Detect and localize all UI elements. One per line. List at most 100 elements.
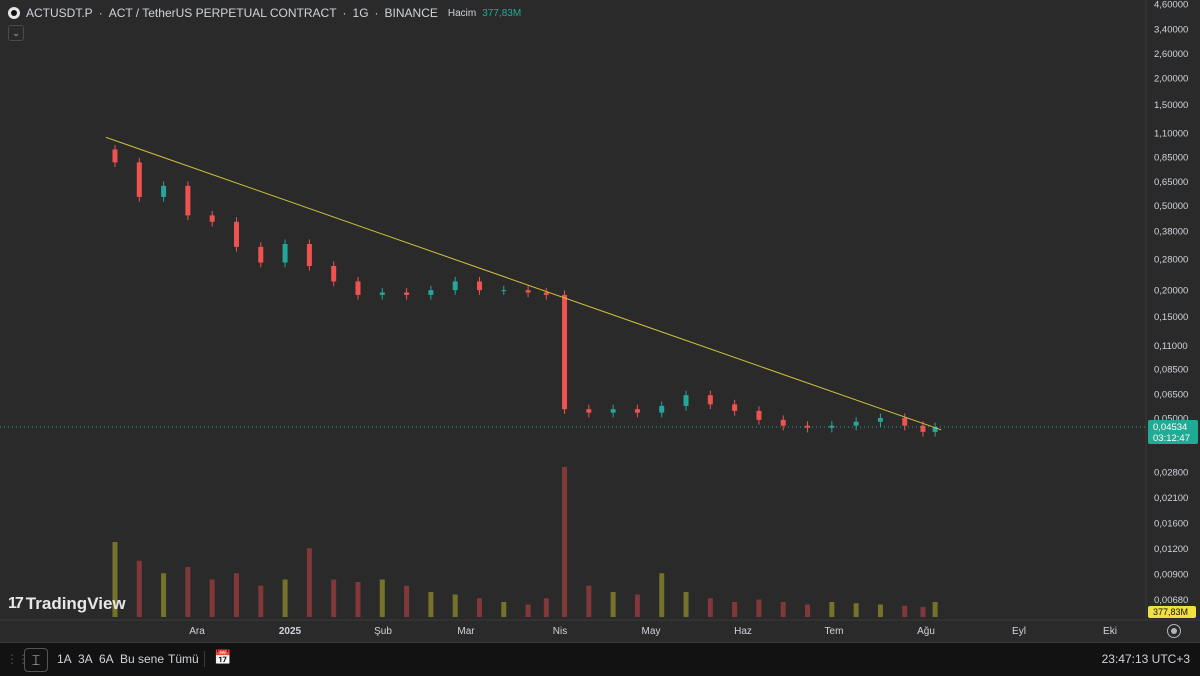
volume-bar <box>209 579 215 617</box>
time-axis-label: Eyl <box>1012 626 1026 637</box>
time-axis-label: 2025 <box>279 626 302 637</box>
volume-bar <box>902 605 908 617</box>
candle-body <box>476 281 482 291</box>
current-price-value: 0,04534 <box>1153 422 1187 433</box>
price-axis-label: 0,65000 <box>1154 177 1188 188</box>
collapse-legend-button[interactable]: ⌄ <box>8 25 24 41</box>
chart-canvas[interactable]: 4,60000 3,40000 2,60000 2,00000 1,50000 1,100… <box>0 0 1200 642</box>
price-axis-label: 2,60000 <box>1154 49 1188 60</box>
volume-bar <box>355 582 361 617</box>
volume-bar <box>853 603 859 617</box>
time-axis-label: Eki <box>1103 626 1117 637</box>
tradingview-logo[interactable]: 17 TradingView <box>8 594 126 614</box>
trend-line[interactable] <box>105 136 942 431</box>
volume-bar <box>932 602 938 617</box>
volume-bar <box>707 598 713 617</box>
symbol-header[interactable]: ACTUSDT.P · ACT / TetherUS PERPETUAL CON… <box>8 4 521 22</box>
candle-body <box>404 292 410 295</box>
exchange-label: BINANCE <box>384 6 438 20</box>
price-axis-label: 1,50000 <box>1154 100 1188 111</box>
volume-bar <box>543 598 549 617</box>
candle-body <box>634 409 640 413</box>
volume-bar <box>877 604 883 617</box>
price-axis-label: 0,01600 <box>1154 519 1188 530</box>
price-axis-label: 0,85000 <box>1154 152 1188 163</box>
volume-label[interactable]: Hacim <box>447 7 477 19</box>
interval-label[interactable]: 1G <box>352 6 369 20</box>
bottom-toolbar: ⋮⋮ ⌶ 1A 3A 6A Bu sene Tümü 📅 23:47:13 UT… <box>0 642 1200 676</box>
date-range-icon[interactable]: 📅 <box>214 649 232 665</box>
candle-body <box>501 290 507 292</box>
range-ytd-button[interactable]: Bu sene <box>120 652 165 666</box>
symbol-name[interactable]: ACTUSDT.P <box>26 6 93 20</box>
candle-body <box>282 244 288 263</box>
separator: · <box>342 6 347 20</box>
candle-body <box>586 409 592 413</box>
volume-tag-bg <box>1148 606 1196 618</box>
drag-handle-icon[interactable]: ⋮⋮ <box>6 652 29 666</box>
price-axis-label: 2,00000 <box>1154 73 1188 84</box>
candle-body <box>355 281 361 295</box>
volume-bar <box>501 602 507 617</box>
symbol-title: ACT / TetherUS PERPETUAL CONTRACT <box>108 6 337 20</box>
volume-bar <box>732 602 738 617</box>
candle-body <box>306 244 312 266</box>
volume-bar <box>331 579 337 617</box>
price-axis-label: 0,11000 <box>1154 341 1188 352</box>
time-axis[interactable]: Ara 2025 Şub Mar Nis May Haz Tem Ağu Eyl Eki <box>189 626 1117 637</box>
candle-body <box>780 419 786 426</box>
candle-body <box>683 395 689 406</box>
volume-bar <box>282 579 288 617</box>
volume-value: 377,83M <box>482 7 522 19</box>
candle-body <box>902 418 908 426</box>
volume-tag: 377,83M <box>1148 606 1196 618</box>
volume-bar <box>258 585 264 617</box>
time-axis-label: May <box>642 626 661 637</box>
toolbar-divider <box>204 651 205 667</box>
candle-body <box>185 185 191 216</box>
candle-body <box>932 427 938 432</box>
separator: · <box>374 6 379 20</box>
range-1a-button[interactable]: 1A <box>57 652 72 666</box>
time-axis-label: Haz <box>734 626 752 637</box>
volume-bar <box>306 548 312 617</box>
tradingview-mark-icon: 17 <box>8 595 24 612</box>
volume-bar <box>379 579 385 617</box>
price-axis-label: 0,28000 <box>1154 255 1188 266</box>
separator: · <box>98 6 103 20</box>
candle-body <box>331 265 337 282</box>
clock-timezone[interactable]: 23:47:13 UTC+3 <box>1101 652 1190 666</box>
range-3a-button[interactable]: 3A <box>78 652 93 666</box>
price-axis-label: 1,10000 <box>1154 129 1188 140</box>
volume-bar <box>683 592 689 617</box>
candle-body <box>452 281 458 291</box>
candle-body <box>707 395 713 405</box>
price-axis[interactable]: 4,60000 3,40000 2,60000 2,00000 1,50000 1,100… <box>1154 0 1188 606</box>
volume-bar <box>634 594 640 617</box>
candle-body <box>805 425 811 428</box>
price-axis-label: 0,02800 <box>1154 468 1188 479</box>
candle-body <box>853 421 859 426</box>
candle-body <box>209 215 215 222</box>
price-axis-label: 0,00900 <box>1154 570 1188 581</box>
candle-body <box>829 425 835 428</box>
cursor-tool-icon[interactable]: ⌶ <box>24 648 48 672</box>
volume-bar <box>112 542 118 617</box>
volume-layer <box>112 467 938 617</box>
candle-body <box>659 405 665 413</box>
volume-bar <box>233 573 239 617</box>
volume-tag-value: 377,83M <box>1153 607 1188 617</box>
range-6a-button[interactable]: 6A <box>99 652 114 666</box>
candles-layer <box>112 144 938 437</box>
volume-bar <box>185 567 191 617</box>
price-axis-label: 0,15000 <box>1154 312 1188 323</box>
time-axis-label: Şub <box>374 626 392 637</box>
volume-bar <box>920 607 926 617</box>
settings-icon[interactable] <box>1167 624 1181 638</box>
range-all-button[interactable]: Tümü <box>168 652 199 666</box>
price-axis-label: 3,40000 <box>1154 24 1188 35</box>
chart-pane[interactable] <box>0 0 1146 620</box>
price-axis-label: 0,02100 <box>1154 493 1188 504</box>
candle-body <box>756 410 762 420</box>
candle-body <box>161 185 167 197</box>
